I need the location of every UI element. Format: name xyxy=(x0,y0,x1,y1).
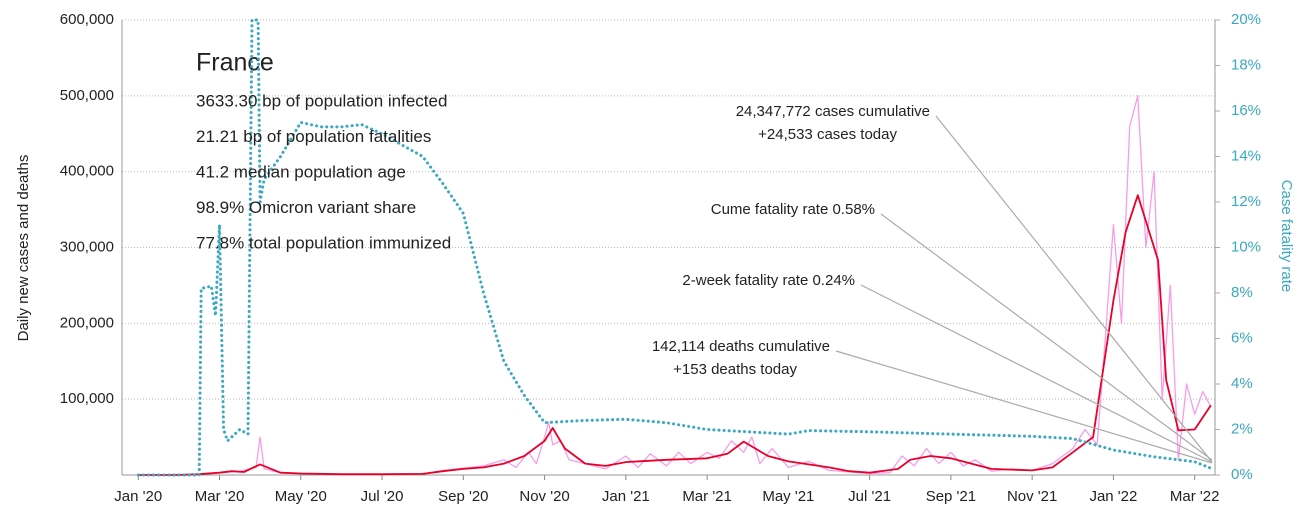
series-line xyxy=(138,95,1212,476)
annotation: Cume fatality rate 0.58% xyxy=(711,201,875,218)
annotation: +153 deaths today xyxy=(673,361,797,378)
y-tick-label: 100,000 xyxy=(60,390,114,407)
y2-tick-label: 0% xyxy=(1231,466,1253,483)
annotation: 142,114 deaths cumulative xyxy=(652,338,830,355)
y2-axis-label: Case fatality rate xyxy=(1278,180,1295,293)
info-line: 77.8% total population immunized xyxy=(196,233,451,252)
x-tick-label: Mar '21 xyxy=(682,488,732,505)
y2-tick-label: 2% xyxy=(1231,420,1253,437)
x-tick-label: Sep '21 xyxy=(926,488,976,505)
annotation: 24,347,772 cases cumulative xyxy=(736,103,930,120)
x-tick-label: Jan '20 xyxy=(114,488,162,505)
y-tick-label: 500,000 xyxy=(60,87,114,104)
x-tick-label: Jul '20 xyxy=(361,488,404,505)
y-tick-label: 200,000 xyxy=(60,314,114,331)
x-tick-label: May '20 xyxy=(275,488,327,505)
y-axis-label: Daily new cases and deaths xyxy=(15,155,32,342)
y2-tick-label: 14% xyxy=(1231,147,1261,164)
info-line: 98.9% Omicron variant share xyxy=(196,198,416,217)
x-tick-label: Jul '21 xyxy=(848,488,891,505)
y2-tick-label: 18% xyxy=(1231,56,1261,73)
y2-tick-label: 10% xyxy=(1231,238,1261,255)
leader-line xyxy=(835,350,1213,464)
leader-line xyxy=(860,284,1213,463)
y-tick-label: 300,000 xyxy=(60,238,114,255)
y2-tick-label: 4% xyxy=(1231,375,1253,392)
x-tick-label: Nov '20 xyxy=(519,488,569,505)
x-tick-label: Mar '22 xyxy=(1170,488,1220,505)
info-line: 21.21 bp of population fatalities xyxy=(196,127,431,146)
leader-line xyxy=(880,213,1213,461)
series-line xyxy=(136,18,1213,477)
y2-tick-label: 20% xyxy=(1231,11,1261,28)
y2-tick-label: 16% xyxy=(1231,102,1261,119)
chart-title: France xyxy=(196,49,274,77)
y2-tick-label: 12% xyxy=(1231,193,1261,210)
series-line xyxy=(138,194,1212,476)
x-tick-label: Mar '20 xyxy=(195,488,245,505)
y-tick-label: 400,000 xyxy=(60,163,114,180)
y2-tick-label: 8% xyxy=(1231,284,1253,301)
y2-tick-label: 6% xyxy=(1231,329,1253,346)
info-line: 3633.30 bp of population infected xyxy=(196,91,447,110)
x-tick-label: May '21 xyxy=(762,488,814,505)
annotation: 2-week fatality rate 0.24% xyxy=(682,272,855,289)
info-line: 41.2 median population age xyxy=(196,162,406,181)
y-tick-label: 600,000 xyxy=(60,11,114,28)
leader-line xyxy=(935,115,1213,463)
x-tick-label: Sep '20 xyxy=(438,488,488,505)
x-tick-label: Nov '21 xyxy=(1007,488,1057,505)
annotation: +24,533 cases today xyxy=(758,126,897,143)
x-tick-label: Jan '22 xyxy=(1089,488,1137,505)
x-tick-label: Jan '21 xyxy=(602,488,650,505)
